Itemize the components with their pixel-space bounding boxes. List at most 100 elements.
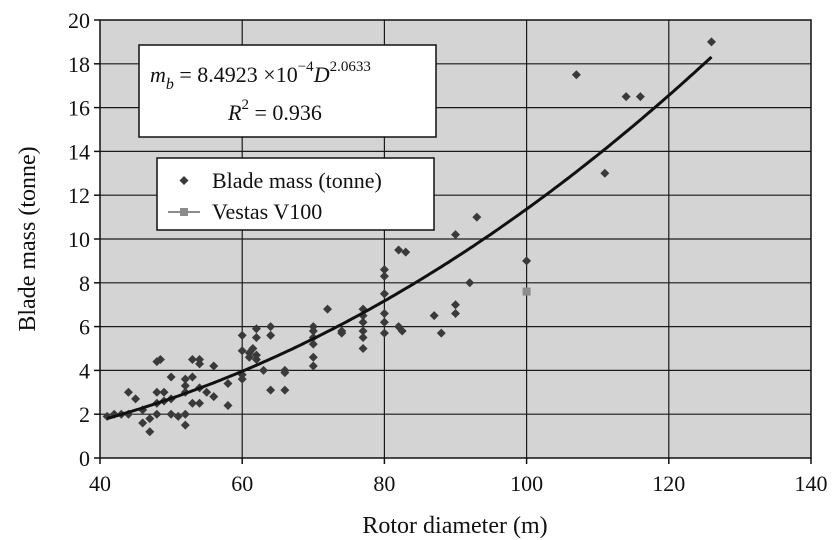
equation-d: D [313,62,330,87]
blade-mass-point [600,168,610,178]
blade-mass-point [451,300,460,310]
blade-mass-point [145,427,155,437]
blade-mass-point [451,230,460,240]
x-axis-title: Rotor diameter (m) [362,513,547,539]
blade-mass-point [138,418,148,428]
grid-lines [100,20,811,458]
blade-mass-point [308,352,318,362]
blade-mass-point [180,420,190,430]
trend-line [106,55,713,420]
blade-mass-point [401,247,411,257]
blade-mass-point [237,374,247,384]
y-tick-label: 20 [68,8,90,33]
x-tick-label: 60 [231,471,253,496]
blade-mass-point [159,387,169,397]
equation-mb: m [150,62,166,87]
blade-mass-point [145,414,155,424]
equation-r-exponent: 2 [241,97,249,113]
blade-mass-point [251,324,261,334]
blade-mass-point [251,354,261,364]
blade-mass-point [187,354,197,364]
blade-mass-point [323,304,333,314]
blade-mass-point [337,326,347,336]
blade-mass-point [522,256,532,266]
x-tick-label: 80 [373,471,395,496]
blade-mass-point [195,354,205,364]
legend-label-blade-mass: Blade mass (tonne) [212,168,382,193]
blade-mass-point [187,372,197,382]
blade-mass-point [155,354,165,364]
y-tick-label: 2 [79,402,90,427]
y-tick-label: 12 [68,183,90,208]
blade-mass-point [209,361,219,371]
x-tick-label: 40 [89,471,111,496]
equation-power: 2.0633 [330,59,371,75]
y-tick-label: 8 [79,271,90,296]
blade-mass-point [266,385,276,395]
y-axis-ticks: 0 2 4 6 8 10 12 14 16 18 20 [68,8,100,471]
blade-mass-point [308,361,318,371]
blade-mass-point [472,212,482,222]
blade-mass-point [237,330,247,340]
y-tick-label: 18 [68,52,90,77]
y-tick-label: 6 [79,315,90,340]
blade-mass-point [451,308,460,318]
blade-mass-point [180,381,190,391]
blade-mass-point [166,409,176,419]
blade-mass-point [187,398,197,408]
blade-mass-point [166,372,176,382]
blade-mass-point [379,289,389,299]
blade-mass-point [280,385,290,395]
blade-mass-point [308,339,318,349]
blade-mass-point [173,411,183,421]
blade-mass-point [379,308,389,318]
equation-r: R [227,100,242,125]
blade-mass-point [251,333,261,343]
x-tick-label: 140 [795,471,828,496]
blade-mass-point [223,400,233,410]
legend: Blade mass (tonne) Vestas V100 [156,157,435,231]
equation-r-value: = 0.936 [249,100,322,125]
blade-mass-point [266,330,276,340]
blade-mass-point [379,265,389,275]
blade-mass-point [280,368,290,378]
equation-line-1: mb = 8.4923 ×10−4D2.0633 [150,59,371,93]
x-axis-ticks: 40 60 80 100 120 140 [89,458,828,496]
data-points [102,37,716,437]
blade-mass-point [152,387,162,397]
blade-mass-point [248,344,258,353]
equation-coefficient: = 8.4923 ×10 [174,62,298,87]
y-tick-label: 0 [79,446,90,471]
equation-box [138,44,437,138]
x-tick-label: 120 [652,471,685,496]
y-tick-label: 14 [68,139,90,164]
blade-mass-point [571,70,581,80]
blade-mass-point [266,322,276,332]
blade-mass-point [180,374,190,384]
y-axis-title: Blade mass (tonne) [15,146,41,331]
blade-mass-point [394,245,404,255]
blade-mass-point [237,346,247,356]
blade-mass-point [621,92,631,102]
blade-mass-point [358,317,368,327]
equation-mb-subscript: b [166,76,174,93]
blade-mass-point [397,326,407,336]
blade-mass-point [202,387,212,397]
blade-mass-point [223,379,233,389]
blade-mass-point [465,278,475,288]
blade-mass-point [706,37,716,47]
y-tick-label: 4 [79,358,90,383]
blade-mass-point [180,409,190,419]
legend-diamond-marker [179,176,189,185]
blade-mass-point [195,398,205,408]
blade-mass-point [259,365,269,375]
blade-mass-point [358,326,368,336]
equation-line-2: R2 = 0.936 [227,97,322,125]
blade-mass-point [436,328,446,338]
blade-mass-point [131,394,141,404]
x-tick-label: 100 [510,471,543,496]
blade-mass-point [358,344,368,353]
blade-mass-point [379,271,389,281]
legend-label-vestas: Vestas V100 [212,199,322,224]
